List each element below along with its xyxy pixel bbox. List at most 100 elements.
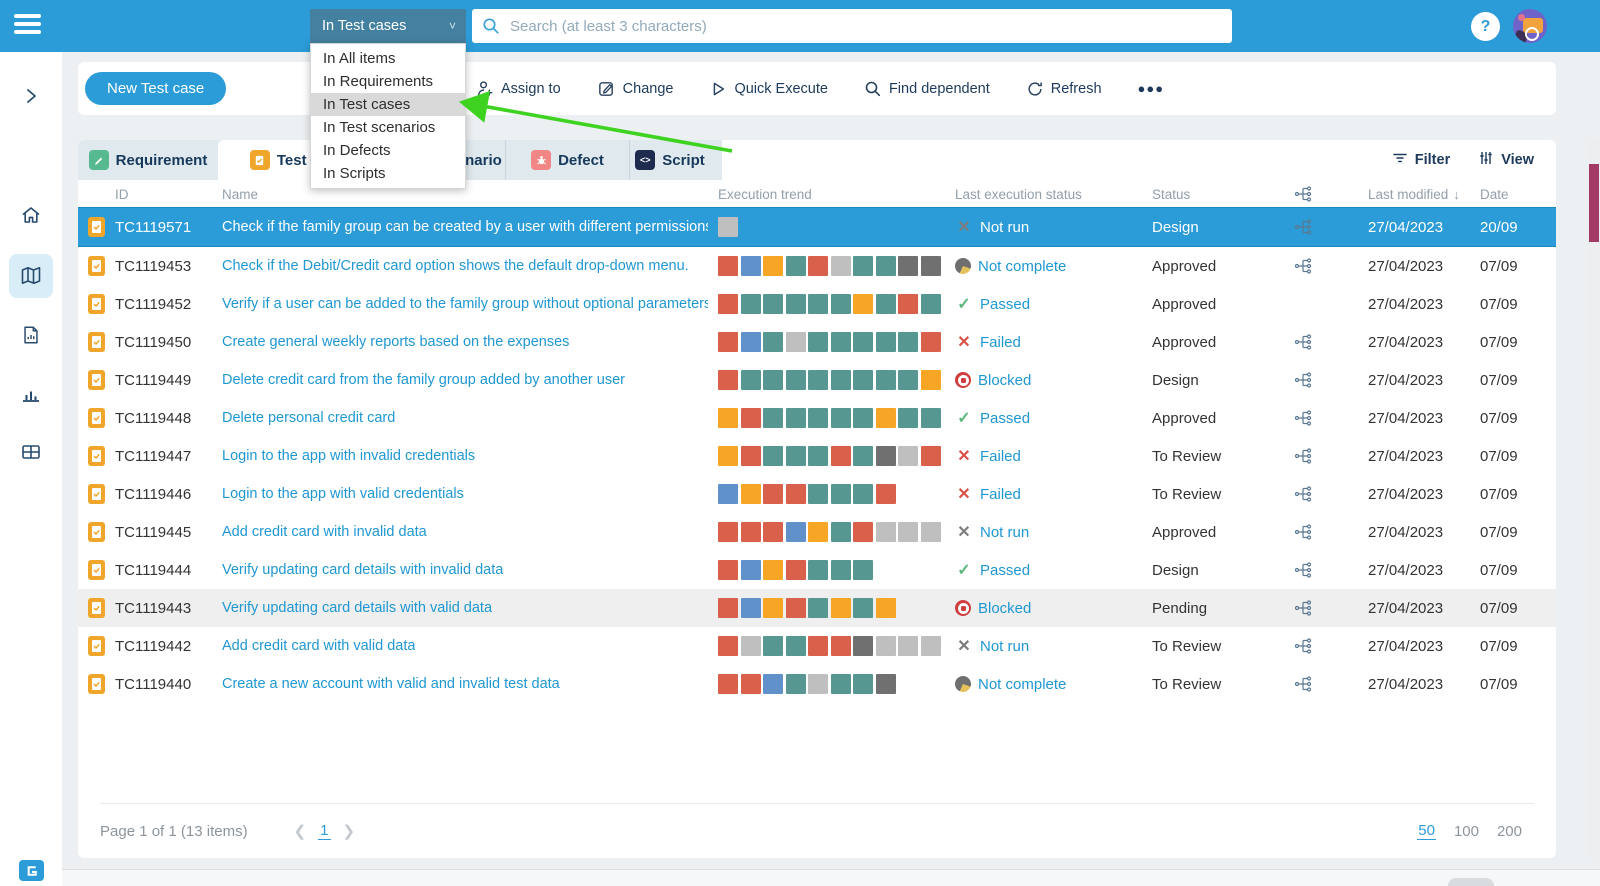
hamburger-menu-icon[interactable]	[14, 14, 44, 38]
last-execution-status[interactable]: Blocked	[955, 589, 1031, 627]
column-header-hierarchy-icon[interactable]	[1294, 180, 1314, 208]
table-row[interactable]: TC1119449 Delete credit card from the fa…	[78, 361, 1556, 399]
scope-option-test-cases[interactable]: In Test cases	[311, 93, 465, 116]
sidebar-home-icon[interactable]	[9, 193, 53, 237]
tab-defect[interactable]: Defect	[506, 140, 630, 180]
table-row[interactable]: TC1119445 Add credit card with invalid d…	[78, 513, 1556, 551]
hierarchy-icon[interactable]	[1294, 208, 1314, 246]
row-name-link[interactable]: Check if the family group can be created…	[222, 208, 708, 246]
row-name-link[interactable]: Add credit card with valid data	[222, 627, 415, 665]
sidebar-table-icon[interactable]	[9, 430, 53, 474]
search-input[interactable]	[508, 17, 1232, 36]
bottom-strip	[62, 869, 1600, 886]
new-test-case-button[interactable]: New Test case	[85, 72, 226, 105]
find-dependent-button[interactable]: Find dependent	[864, 80, 990, 98]
scope-option-requirements[interactable]: In Requirements	[311, 70, 465, 93]
change-button[interactable]: Change	[597, 79, 674, 98]
search-bar[interactable]	[472, 9, 1232, 43]
help-button[interactable]: ?	[1471, 12, 1500, 41]
last-execution-status[interactable]: ✓ Passed	[955, 399, 1030, 437]
column-header-name[interactable]: Name	[222, 180, 258, 208]
row-name-link[interactable]: Add credit card with invalid data	[222, 513, 427, 551]
hierarchy-icon[interactable]	[1294, 513, 1314, 551]
aqua-logo[interactable]	[19, 860, 44, 881]
hierarchy-icon[interactable]	[1294, 665, 1314, 703]
search-scope-select[interactable]: In Test cases ˅	[310, 9, 466, 43]
last-execution-status[interactable]: Not complete	[955, 247, 1066, 285]
assign-to-button[interactable]: Assign to	[475, 79, 561, 98]
row-name-link[interactable]: Delete credit card from the family group…	[222, 361, 625, 399]
tab-script[interactable]: <> Script	[630, 140, 710, 180]
sidebar-expand-icon[interactable]	[9, 74, 53, 118]
row-name-link[interactable]: Delete personal credit card	[222, 399, 395, 437]
page-number[interactable]: 1	[318, 822, 330, 840]
view-button[interactable]: View	[1478, 150, 1534, 170]
last-execution-status[interactable]: ✕ Failed	[955, 437, 1021, 475]
hierarchy-icon[interactable]	[1294, 551, 1314, 589]
column-header-execution-trend[interactable]: Execution trend	[718, 180, 812, 208]
row-name-link[interactable]: Verify updating card details with valid …	[222, 589, 492, 627]
last-execution-status[interactable]: Not complete	[955, 665, 1066, 703]
row-name-link[interactable]: Create general weekly reports based on t…	[222, 323, 569, 361]
table-row[interactable]: TC1119443 Verify updating card details w…	[78, 589, 1556, 627]
table-row[interactable]: TC1119444 Verify updating card details w…	[78, 551, 1556, 589]
row-name-link[interactable]: Verify if a user can be added to the fam…	[222, 285, 708, 323]
row-name-link[interactable]: Check if the Debit/Credit card option sh…	[222, 247, 689, 285]
scrollbar-thumb[interactable]	[1589, 164, 1599, 242]
table-row[interactable]: TC1119446 Login to the app with valid cr…	[78, 475, 1556, 513]
table-row[interactable]: TC1119442 Add credit card with valid dat…	[78, 627, 1556, 665]
scope-option-test-scenarios[interactable]: In Test scenarios	[311, 116, 465, 139]
table-row[interactable]: TC1119450 Create general weekly reports …	[78, 323, 1556, 361]
user-avatar[interactable]	[1513, 9, 1547, 43]
table-row[interactable]: TC1119453 Check if the Debit/Credit card…	[78, 247, 1556, 285]
table-row[interactable]: TC1119440 Create a new account with vali…	[78, 665, 1556, 703]
last-execution-status[interactable]: Blocked	[955, 361, 1031, 399]
hierarchy-icon[interactable]	[1294, 361, 1314, 399]
table-row[interactable]: TC1119452 Verify if a user can be added …	[78, 285, 1556, 323]
table-row[interactable]: TC1119448 Delete personal credit card ✓ …	[78, 399, 1556, 437]
page-size-50[interactable]: 50	[1417, 822, 1436, 840]
quick-execute-button[interactable]: Quick Execute	[709, 80, 828, 98]
hierarchy-icon[interactable]	[1294, 399, 1314, 437]
row-name-link[interactable]: Create a new account with valid and inva…	[222, 665, 560, 703]
sidebar-project-navigator-icon[interactable]	[9, 254, 53, 298]
hierarchy-icon[interactable]	[1294, 475, 1314, 513]
last-execution-status[interactable]: ✓ Passed	[955, 285, 1030, 323]
sidebar-analytics-icon[interactable]	[9, 371, 53, 415]
row-name-link[interactable]: Verify updating card details with invali…	[222, 551, 503, 589]
scope-option-all-items[interactable]: In All items	[311, 47, 465, 70]
last-execution-status[interactable]: ✕ Failed	[955, 323, 1021, 361]
last-execution-status[interactable]: ✕ Failed	[955, 475, 1021, 513]
last-execution-status[interactable]: ✕ Not run	[955, 627, 1029, 665]
column-header-last-execution-status[interactable]: Last execution status	[955, 180, 1082, 208]
last-execution-status[interactable]: ✓ Passed	[955, 551, 1030, 589]
page-size-100[interactable]: 100	[1454, 823, 1479, 840]
execution-trend	[718, 437, 941, 475]
sidebar-report-icon[interactable]	[9, 313, 53, 357]
next-page-icon[interactable]: ❯	[343, 822, 356, 840]
row-name-link[interactable]: Login to the app with valid credentials	[222, 475, 464, 513]
hierarchy-icon[interactable]	[1294, 627, 1314, 665]
table-row[interactable]: TC1119571 Check if the family group can …	[78, 207, 1556, 247]
last-execution-status[interactable]: ✕ Not run	[955, 513, 1029, 551]
column-header-id[interactable]: ID	[115, 180, 129, 208]
scope-option-defects[interactable]: In Defects	[311, 139, 465, 162]
last-execution-status[interactable]: ✕ Not run	[955, 208, 1029, 246]
hierarchy-icon[interactable]	[1294, 589, 1314, 627]
page-size-200[interactable]: 200	[1497, 823, 1522, 840]
column-header-date[interactable]: Date	[1480, 180, 1509, 208]
filter-button[interactable]: Filter	[1392, 150, 1450, 170]
hierarchy-icon[interactable]	[1294, 247, 1314, 285]
previous-page-icon[interactable]: ❮	[294, 822, 307, 840]
column-header-last-modified[interactable]: Last modified ↓	[1368, 180, 1460, 208]
column-header-status[interactable]: Status	[1152, 180, 1190, 208]
row-name-link[interactable]: Login to the app with invalid credential…	[222, 437, 475, 475]
table-row[interactable]: TC1119447 Login to the app with invalid …	[78, 437, 1556, 475]
tab-requirement[interactable]: Requirement	[78, 140, 218, 180]
scope-option-scripts[interactable]: In Scripts	[311, 162, 465, 185]
more-actions-button[interactable]: ●●●	[1138, 81, 1165, 96]
vertical-scrollbar[interactable]	[1588, 140, 1600, 858]
refresh-button[interactable]: Refresh	[1026, 80, 1102, 98]
hierarchy-icon[interactable]	[1294, 437, 1314, 475]
hierarchy-icon[interactable]	[1294, 323, 1314, 361]
